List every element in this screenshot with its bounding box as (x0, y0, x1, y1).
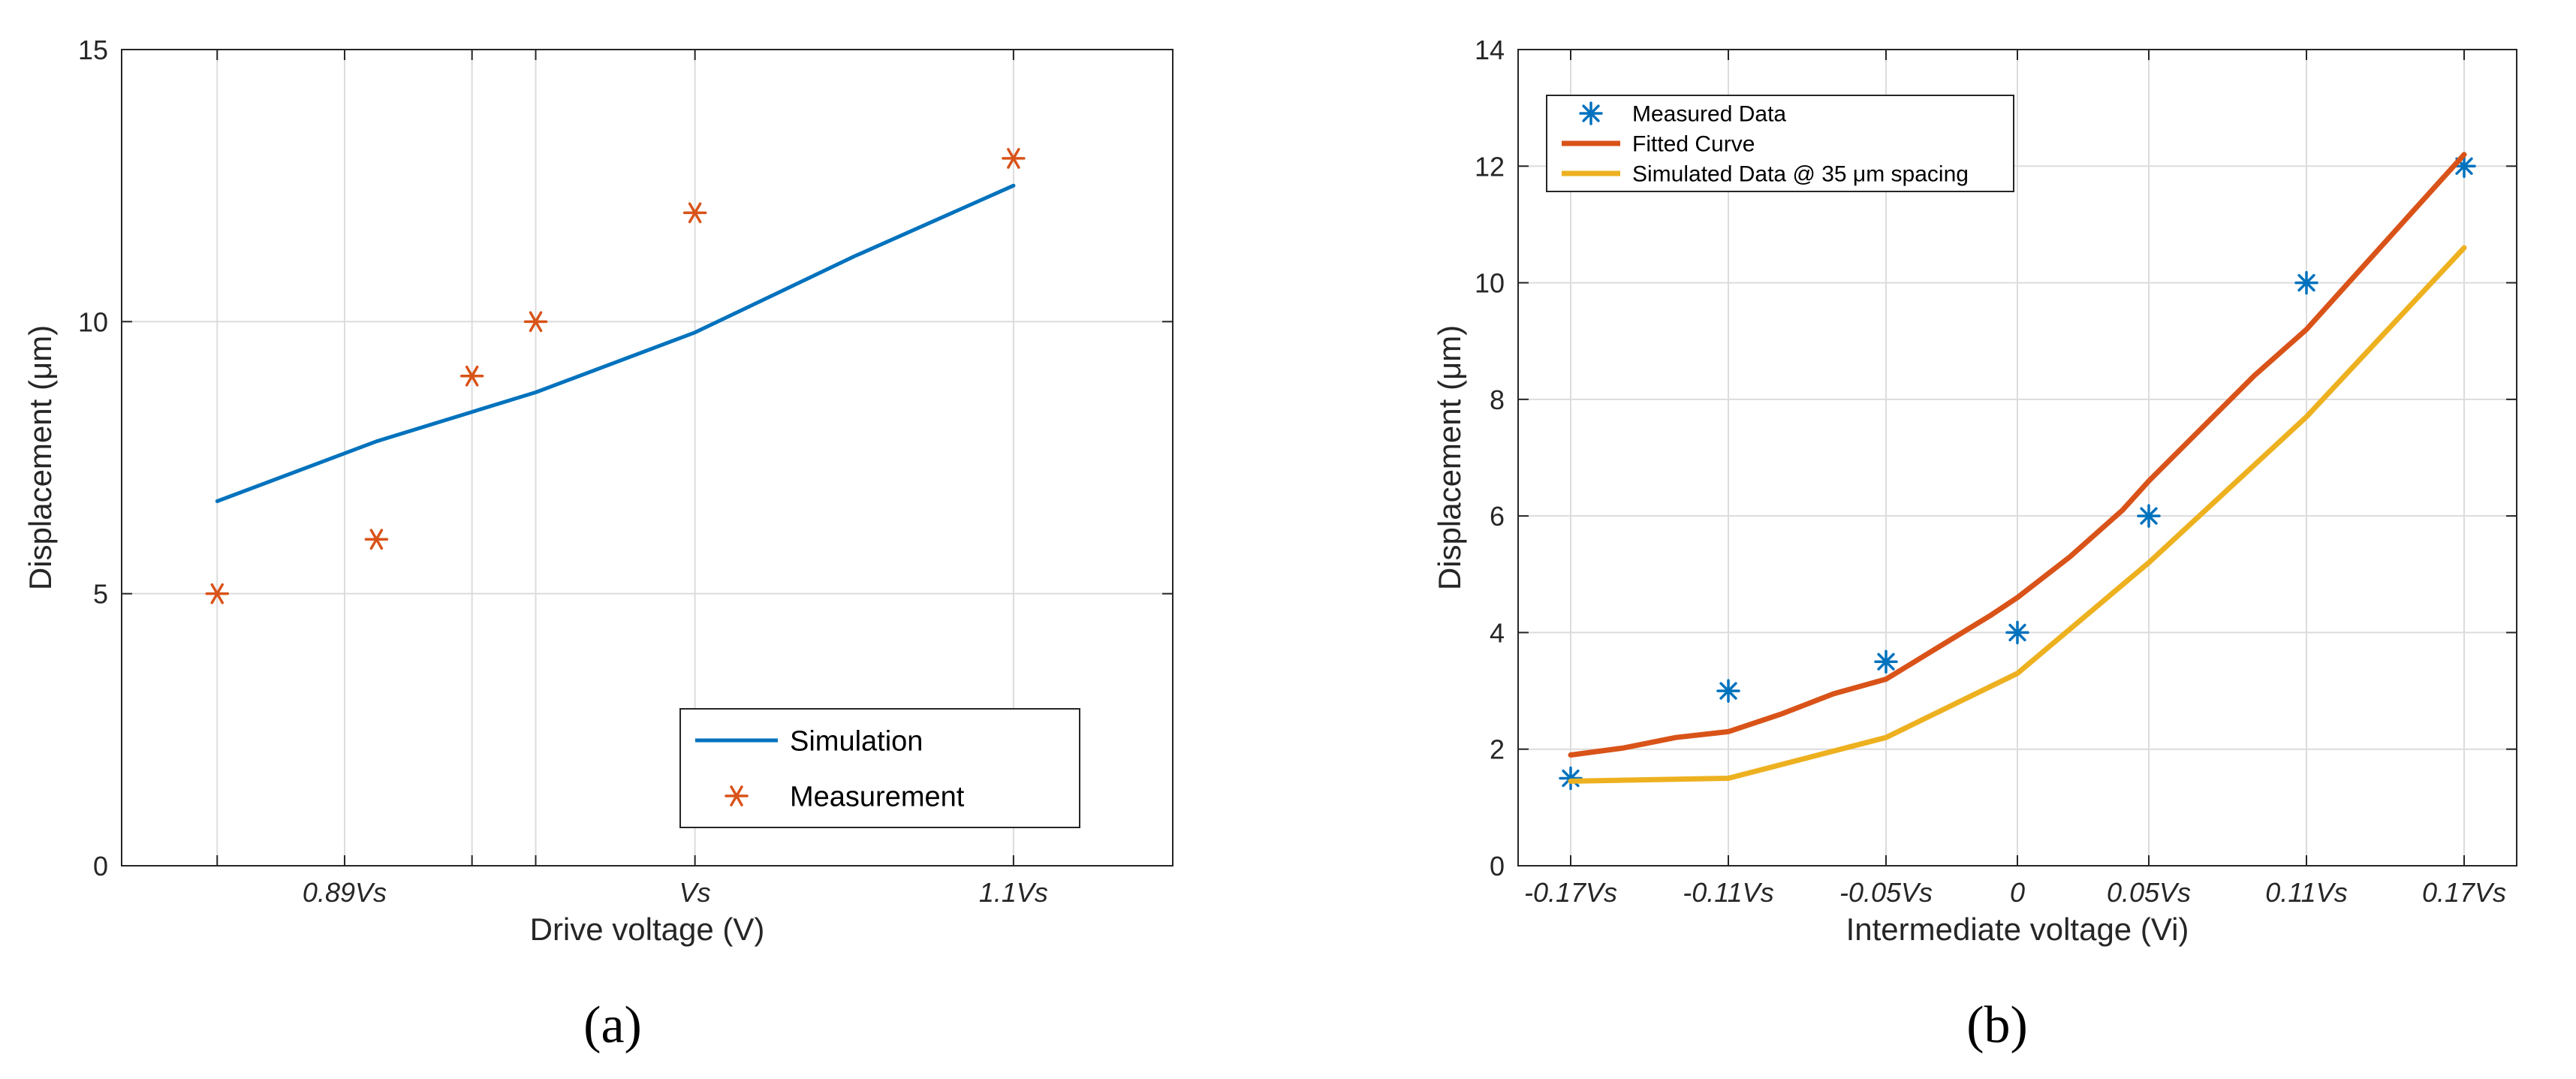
x-tick-label: 0.11Vs (2265, 877, 2347, 908)
y-tick-label: 10 (1475, 268, 1505, 299)
data-point-marker (364, 529, 389, 550)
y-tick-label: 12 (1475, 151, 1505, 182)
x-tick-label: Vs (679, 877, 711, 908)
data-point-marker (205, 583, 230, 604)
y-tick-label: 8 (1490, 384, 1505, 415)
legend-entry-label: Simulation (790, 725, 923, 757)
y-tick-label: 15 (78, 35, 108, 65)
x-tick-label: -0.11Vs (1683, 877, 1773, 908)
y-tick-label: 14 (1475, 35, 1505, 65)
x-tick-label: 0.89Vs (303, 877, 387, 908)
panel-a-axes-frame (121, 49, 1174, 867)
legend-marker-swatch (725, 785, 749, 806)
panel-a-x-axis-label: Drive voltage (V) (530, 912, 765, 947)
panel-a-y-axis-label: Displacement (μm) (23, 325, 58, 590)
panel-a-legend: Simulation Measurement (679, 708, 1080, 828)
data-point-marker (523, 311, 548, 333)
panel-b-x-axis-label: Intermediate voltage (Vi) (1846, 912, 2189, 947)
panel-b-ticks: -0.17Vs -0.11Vs -0.05Vs 0 0.05Vs 0.11Vs 0.17Vs… (1475, 35, 2517, 908)
x-tick-label: 1.1Vs (979, 877, 1048, 908)
data-point-marker (1002, 148, 1026, 169)
y-tick-label: 2 (1490, 734, 1505, 765)
y-tick-label: 6 (1490, 501, 1505, 532)
data-point-marker (682, 202, 707, 224)
legend-entry-label: Simulated Data @ 35 μm spacing (1632, 162, 1969, 187)
legend-entry-label: Fitted Curve (1632, 132, 1755, 157)
y-tick-label: 4 (1490, 617, 1505, 648)
panel-a-series (205, 148, 1026, 604)
legend-box (679, 708, 1080, 828)
legend-entry-label: Measured Data (1632, 102, 1786, 127)
y-tick-label: 5 (93, 579, 108, 610)
x-tick-label: 0 (2010, 877, 2025, 908)
panel-b-grid (1518, 49, 2517, 867)
legend-marker-swatch (1579, 101, 1603, 125)
data-point-marker (2137, 504, 2161, 528)
data-point-marker (459, 365, 484, 387)
panel-b-legend: Measured Data Fitted Curve Simulated Data … (1546, 95, 2014, 192)
legend-box (1546, 95, 2014, 192)
series-line-0 (215, 183, 1016, 503)
x-tick-label: -0.05Vs (1839, 877, 1933, 908)
legend-entry-label: Measurement (790, 781, 965, 812)
data-point-marker (1559, 766, 1583, 791)
figure-label-b: (b) (1966, 996, 2028, 1054)
data-point-marker (1716, 679, 1740, 703)
data-point-marker (1874, 650, 1898, 674)
panel-a-chart: 0.89Vs Vs 1.1Vs 0 5 10 15 Drive voltage (V) Di… (23, 35, 1174, 947)
y-tick-label: 10 (78, 306, 108, 337)
x-tick-label: 0.17Vs (2422, 877, 2506, 908)
panel-a-ticks: 0.89Vs Vs 1.1Vs 0 5 10 15 (78, 35, 1173, 908)
series-line-1 (1568, 152, 2467, 758)
y-tick-label: 0 (1490, 851, 1505, 882)
series-line-2 (1568, 245, 2467, 784)
x-tick-label: -0.17Vs (1524, 877, 1617, 908)
panel-b-chart: -0.17Vs -0.11Vs -0.05Vs 0 0.05Vs 0.11Vs 0.17Vs… (1432, 35, 2517, 947)
figure-label-a: (a) (583, 996, 642, 1054)
y-tick-label: 0 (93, 851, 108, 882)
x-tick-label: 0.05Vs (2107, 877, 2191, 908)
data-point-marker (2294, 270, 2318, 295)
data-point-marker (2005, 620, 2029, 645)
panel-b-series (1559, 152, 2476, 791)
panel-b-y-axis-label: Displacement (μm) (1432, 325, 1467, 590)
